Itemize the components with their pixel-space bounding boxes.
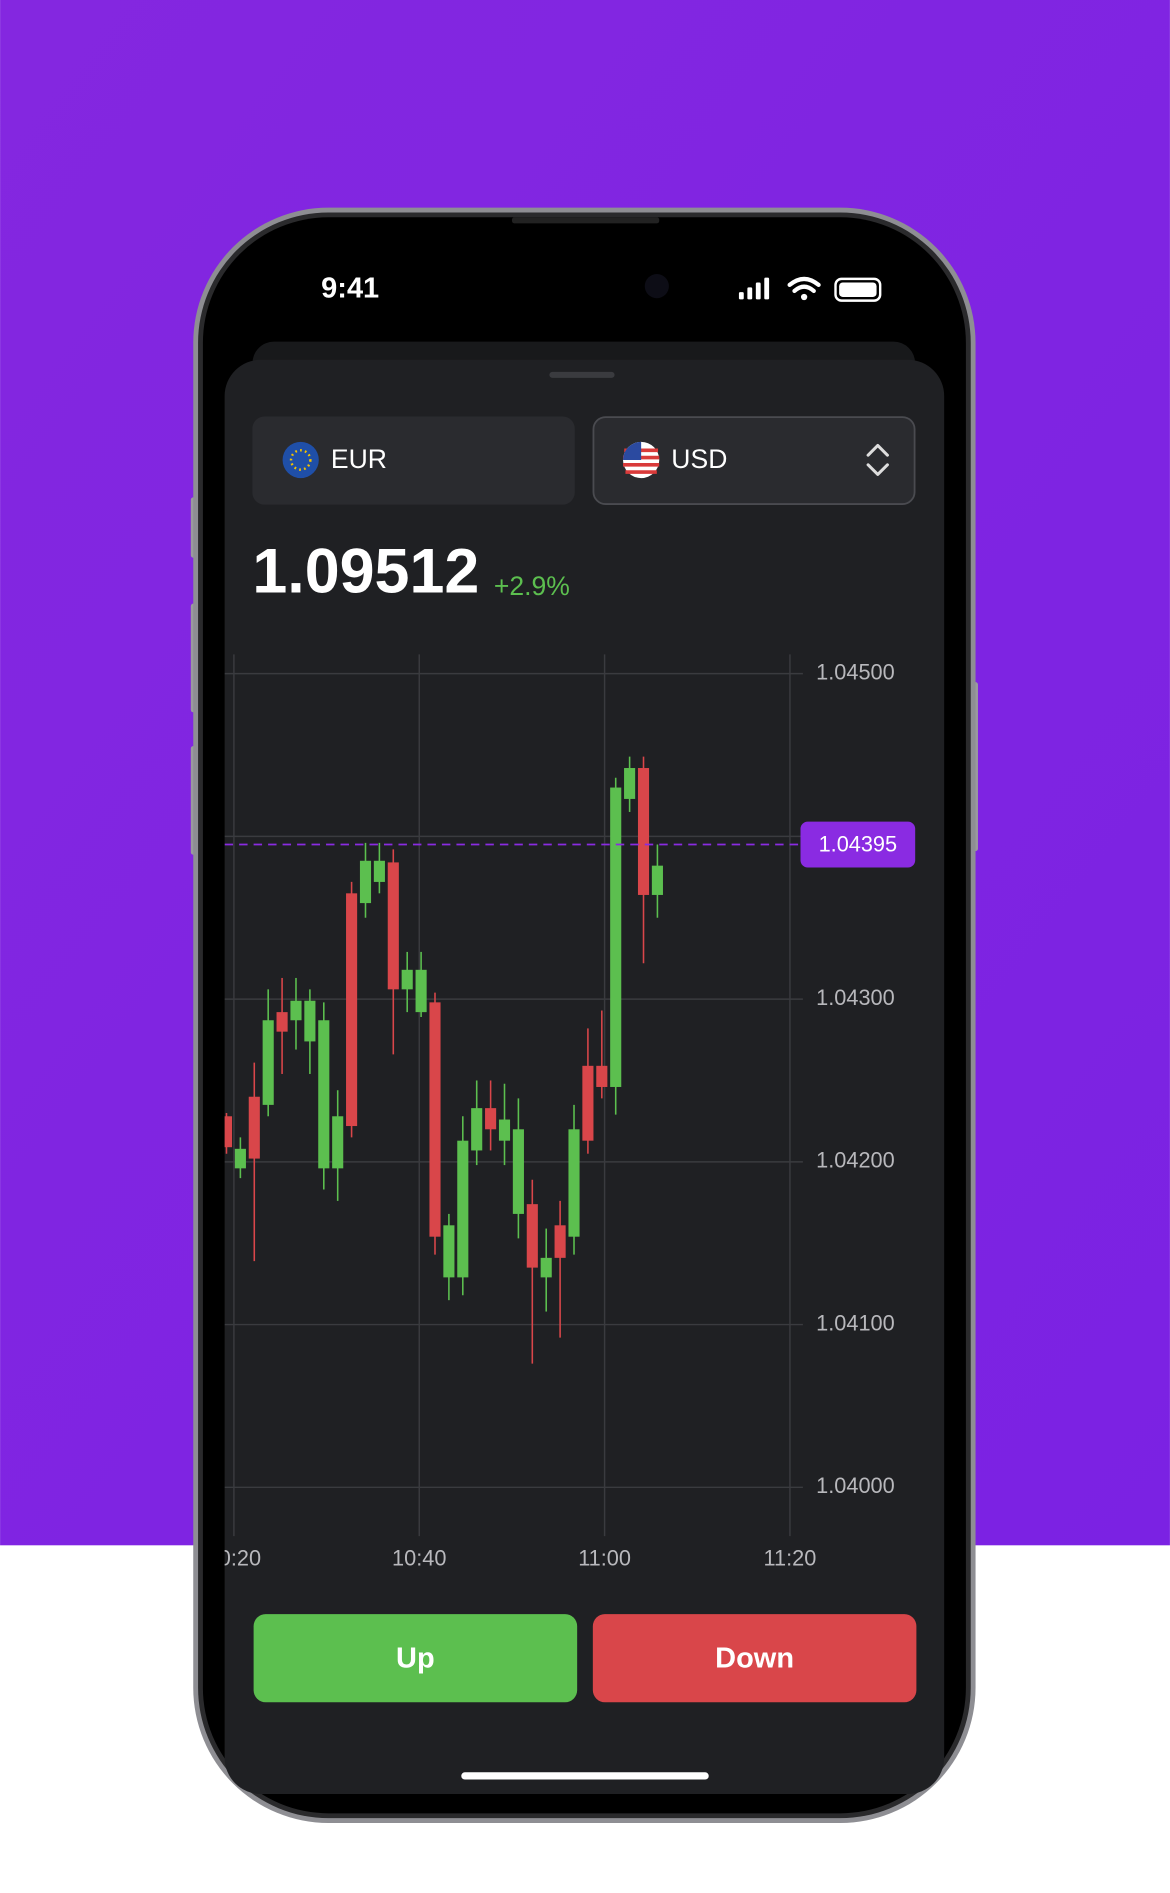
- speaker: [511, 217, 660, 224]
- candle-body: [304, 1000, 316, 1042]
- candle-body: [234, 1148, 246, 1169]
- price-change: +2.9%: [494, 571, 570, 601]
- signal-icon: [738, 277, 770, 300]
- candle-body: [429, 1002, 441, 1237]
- candle-body: [262, 1020, 274, 1105]
- us-flag: [623, 441, 660, 479]
- candle-body: [596, 1065, 608, 1087]
- candle-body: [610, 787, 622, 1087]
- x-tick-label: 10:40: [392, 1546, 446, 1571]
- candle-body: [457, 1140, 469, 1278]
- swap-chevron[interactable]: [866, 443, 889, 476]
- candle-body: [332, 1116, 344, 1169]
- candle-body: [276, 1012, 288, 1032]
- candle-body: [485, 1108, 497, 1130]
- down-button[interactable]: [592, 1614, 917, 1703]
- candle-body: [471, 1108, 483, 1151]
- candle-body: [248, 1096, 260, 1159]
- current-price-tag: [800, 821, 916, 868]
- wifi-dot: [800, 293, 808, 301]
- candle-body: [624, 768, 636, 799]
- candle-body: [512, 1129, 524, 1214]
- candle-body: [415, 969, 427, 1013]
- battery-level: [839, 282, 877, 297]
- candle-body: [401, 969, 413, 990]
- candle-body: [224, 1116, 233, 1148]
- candle-body: [582, 1065, 594, 1141]
- candle-body: [387, 862, 399, 990]
- y-tick-label: 1.04200: [816, 1148, 895, 1173]
- candle-body: [540, 1257, 552, 1278]
- y-tick-label: 1.04500: [816, 659, 895, 684]
- base-currency: EUR: [331, 444, 387, 474]
- candle-body: [498, 1119, 511, 1141]
- down-button-label: Down: [715, 1643, 794, 1675]
- candlestick-chart: 10:20 10:40 11:00 11:20 1.04000 1.04100 1.0420…: [207, 654, 916, 1571]
- sheet-handle: [549, 371, 615, 378]
- candle-body: [346, 893, 358, 1127]
- eu-flag: [282, 441, 319, 479]
- y-tick-label: 1.04100: [816, 1310, 895, 1335]
- y-tick-label: 1.04300: [816, 985, 895, 1010]
- quote-currency: USD: [671, 444, 727, 474]
- candle-body: [443, 1225, 455, 1278]
- up-button-label: Up: [396, 1643, 435, 1675]
- candle-body: [526, 1204, 538, 1268]
- candle-body: [554, 1225, 566, 1258]
- base-currency-select[interactable]: [252, 416, 575, 505]
- camera: [644, 274, 669, 299]
- wifi-icon: [787, 276, 821, 294]
- quote-currency-select[interactable]: [592, 416, 916, 505]
- up-button[interactable]: [253, 1614, 578, 1703]
- battery-icon: [834, 277, 882, 302]
- candle-body: [359, 860, 372, 904]
- y-tick-label: 1.04000: [816, 1473, 895, 1498]
- x-tick-label: 11:20: [764, 1546, 817, 1571]
- eu-stars: [289, 449, 312, 471]
- home-indicator: [461, 1772, 709, 1780]
- candle-body: [651, 865, 663, 895]
- candle-body: [373, 860, 385, 882]
- candle-body: [568, 1129, 580, 1237]
- current-price-label: 1.04395: [819, 831, 898, 856]
- candle-body: [290, 1000, 302, 1021]
- x-tick-label: 10:20: [207, 1546, 261, 1571]
- candle-body: [637, 768, 650, 895]
- status-time: 9:41: [321, 272, 379, 304]
- candle-body: [318, 1020, 330, 1169]
- x-tick-label: 11:00: [578, 1546, 631, 1571]
- price: 1.09512: [252, 536, 479, 606]
